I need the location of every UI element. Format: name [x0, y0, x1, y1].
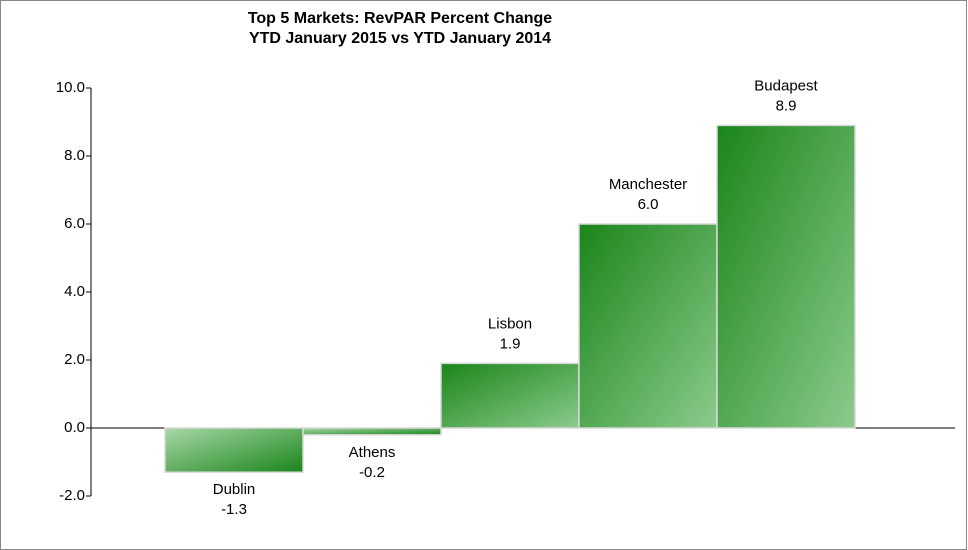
category-label: Athens — [349, 444, 396, 461]
category-label: Budapest — [754, 77, 818, 94]
value-label: -1.3 — [221, 501, 247, 518]
y-tick-label: 0.0 — [64, 419, 85, 436]
y-tick-label: 2.0 — [64, 351, 85, 368]
category-label: Manchester — [609, 176, 687, 193]
chart-title: Top 5 Markets: RevPAR Percent Change — [248, 10, 552, 27]
category-label: Lisbon — [488, 315, 532, 332]
y-tick-label: -2.0 — [59, 487, 85, 504]
bar — [440, 362, 580, 429]
bar — [578, 223, 718, 429]
bar — [716, 124, 856, 429]
bar — [164, 427, 304, 473]
chart-subtitle: YTD January 2015 vs YTD January 2014 — [249, 30, 551, 47]
y-tick-label: 4.0 — [64, 283, 85, 300]
value-label: 1.9 — [500, 335, 521, 352]
value-label: 6.0 — [638, 196, 659, 213]
value-label: -0.2 — [359, 464, 385, 481]
y-tick-label: 6.0 — [64, 215, 85, 232]
value-label: 8.9 — [776, 97, 797, 114]
y-tick-label: 8.0 — [64, 147, 85, 164]
category-label: Dublin — [213, 481, 256, 498]
bar — [302, 427, 442, 436]
y-tick-label: 10.0 — [56, 79, 85, 96]
